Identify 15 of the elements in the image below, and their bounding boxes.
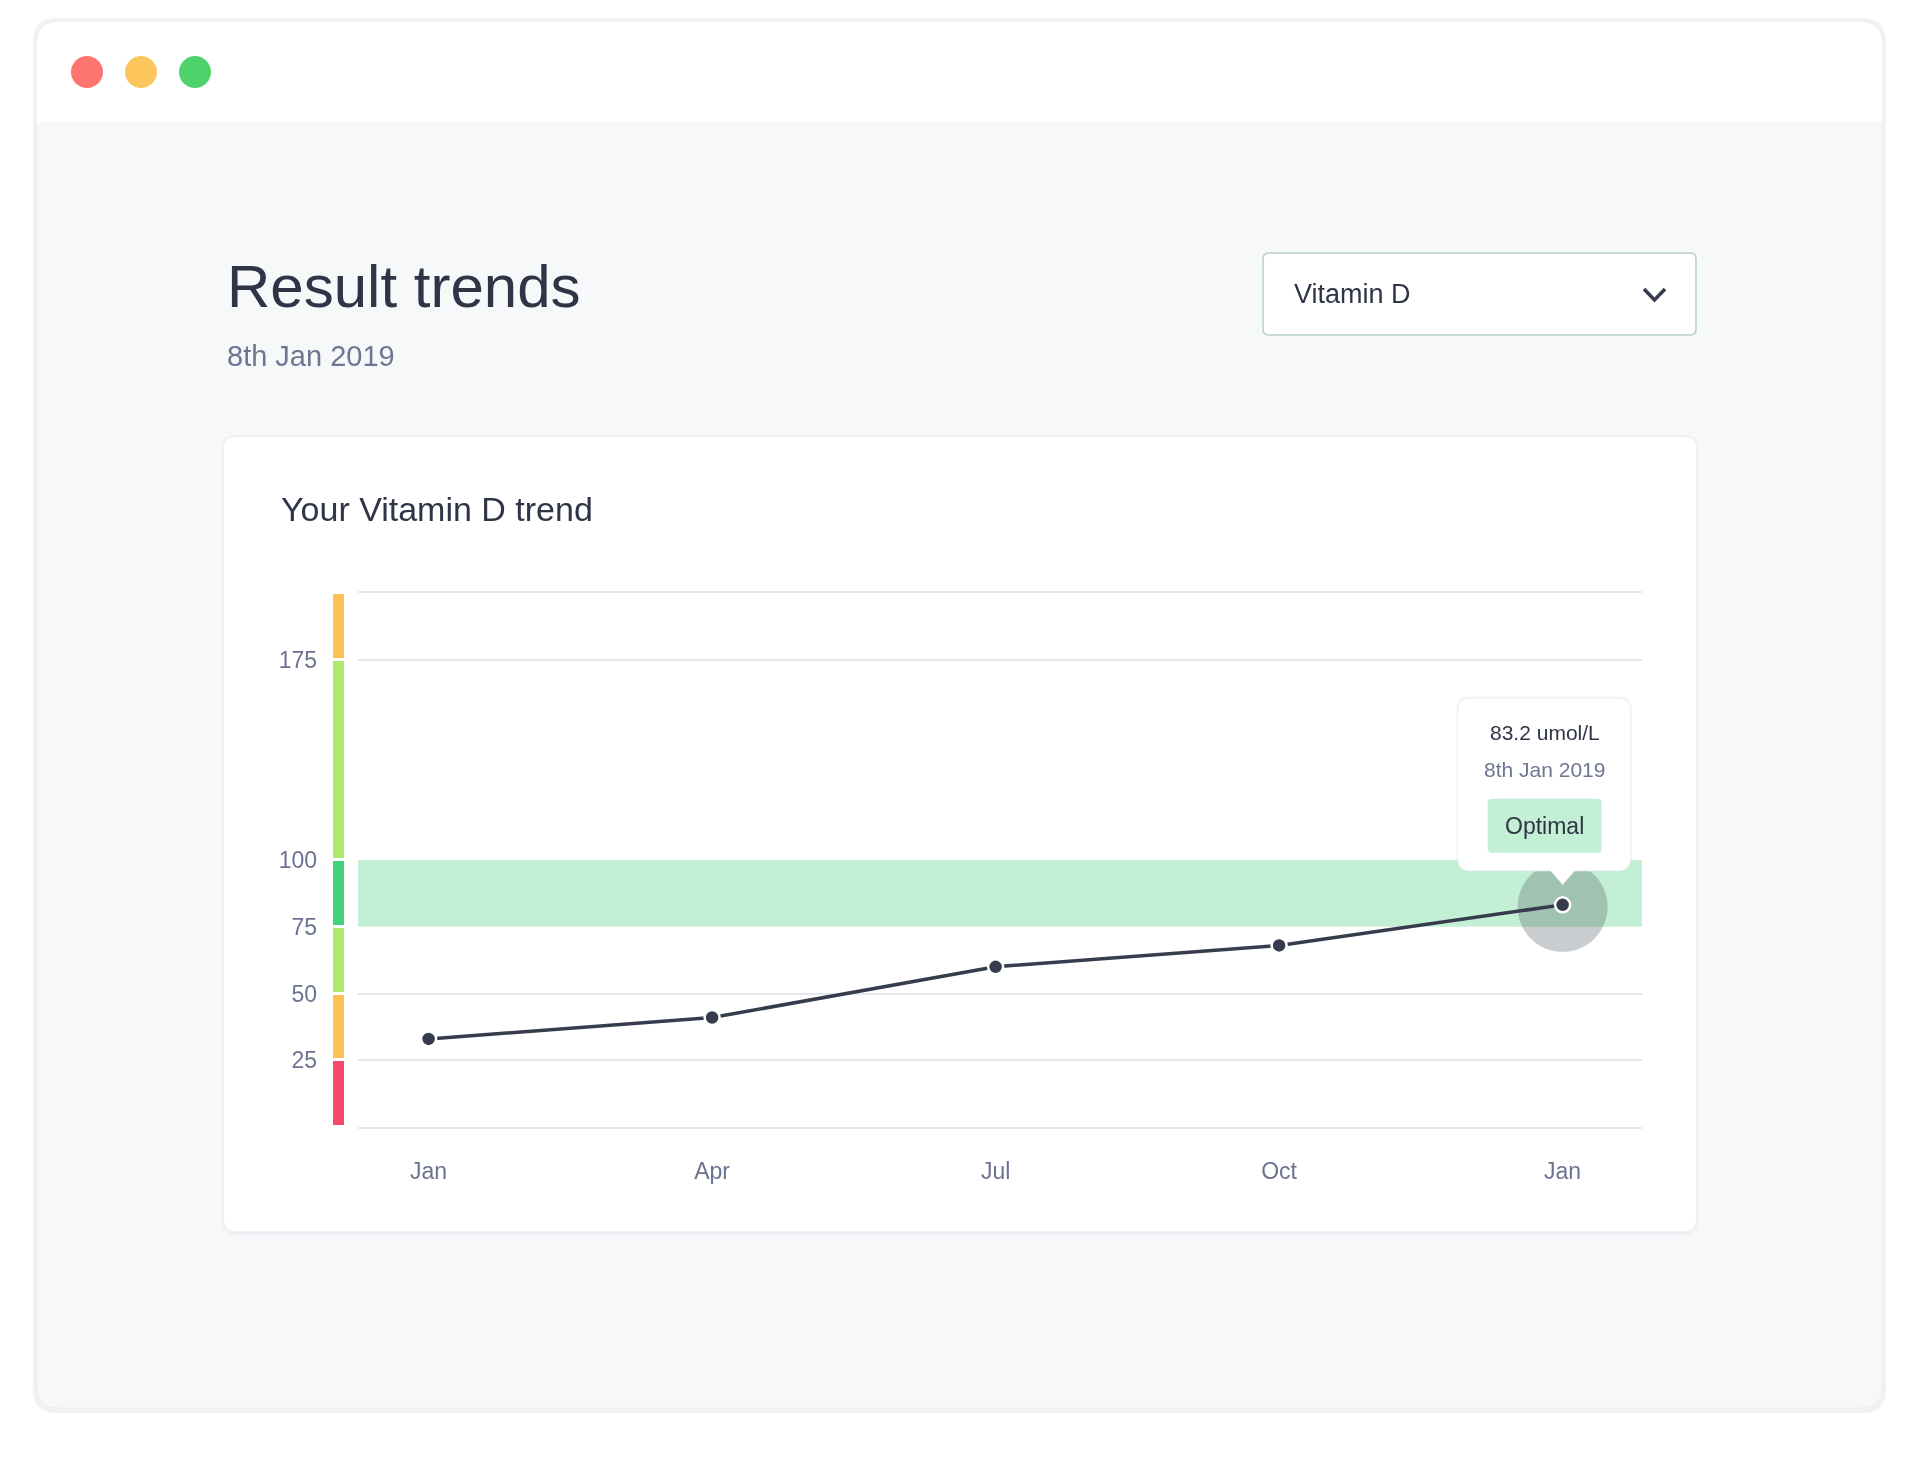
text: 8th Jan 2019 <box>227 340 395 372</box>
y-tick-label: 75 <box>291 913 317 940</box>
chart-title: Your Vitamin D trend <box>281 490 593 528</box>
text: Vitamin D <box>1294 279 1411 309</box>
y-tick-label: 50 <box>291 980 317 1007</box>
x-tick-label: Jan <box>410 1157 448 1184</box>
y-tick-label: 175 <box>278 646 317 673</box>
x-tick-label: Oct <box>1261 1157 1298 1184</box>
x-tick-label: Jan <box>1544 1157 1582 1184</box>
x-tick-label: Jul <box>980 1157 1011 1184</box>
x-tick-label: Apr <box>694 1157 731 1184</box>
y-tick-label: 25 <box>291 1047 317 1074</box>
point <box>1553 896 1572 914</box>
y-tick-label: 100 <box>278 847 317 874</box>
text: Result trends <box>227 253 581 320</box>
